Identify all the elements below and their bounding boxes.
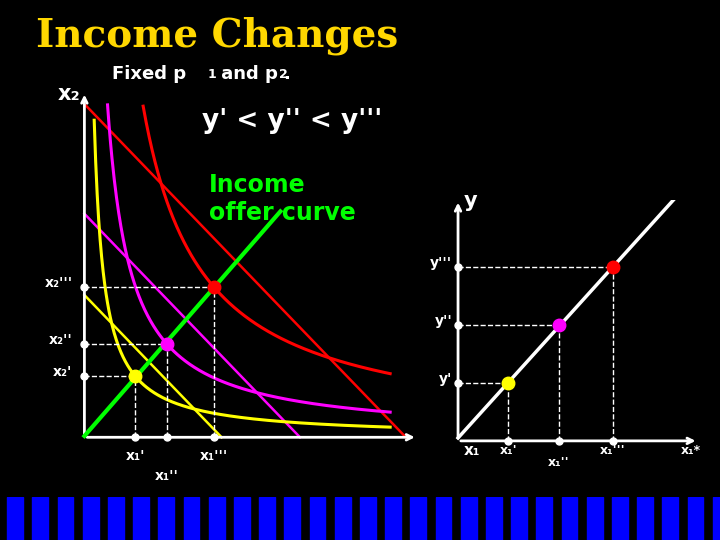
Text: x₁': x₁'	[125, 449, 145, 463]
Polygon shape	[562, 497, 577, 540]
Text: .: .	[283, 65, 290, 83]
Polygon shape	[511, 497, 527, 540]
Polygon shape	[335, 497, 351, 540]
Polygon shape	[662, 497, 678, 540]
Text: and p: and p	[215, 65, 277, 83]
Polygon shape	[587, 497, 603, 540]
Polygon shape	[234, 497, 250, 540]
Text: Income Changes: Income Changes	[36, 16, 398, 55]
Polygon shape	[486, 497, 502, 540]
Polygon shape	[58, 497, 73, 540]
Text: x₁: x₁	[464, 443, 480, 458]
Text: x₁'': x₁''	[548, 456, 570, 469]
Text: x₂'': x₂''	[49, 333, 73, 347]
Polygon shape	[133, 497, 149, 540]
Text: x₁'': x₁''	[155, 469, 179, 483]
Polygon shape	[536, 497, 552, 540]
Text: x₂: x₂	[58, 84, 80, 104]
Polygon shape	[32, 497, 48, 540]
Text: y: y	[464, 191, 477, 211]
Text: x₂''': x₂'''	[45, 276, 73, 290]
Text: x₁''': x₁'''	[199, 449, 228, 463]
Polygon shape	[385, 497, 401, 540]
Polygon shape	[713, 497, 720, 540]
Polygon shape	[83, 497, 99, 540]
Text: y'': y''	[434, 314, 452, 328]
Polygon shape	[360, 497, 376, 540]
Polygon shape	[209, 497, 225, 540]
Polygon shape	[310, 497, 325, 540]
Text: x₁*: x₁*	[680, 444, 701, 457]
Polygon shape	[158, 497, 174, 540]
Polygon shape	[436, 497, 451, 540]
Polygon shape	[461, 497, 477, 540]
Text: x₂': x₂'	[53, 366, 73, 379]
Text: Income
offer curve: Income offer curve	[209, 173, 356, 225]
Polygon shape	[637, 497, 653, 540]
Polygon shape	[612, 497, 628, 540]
Polygon shape	[184, 497, 199, 540]
Polygon shape	[7, 497, 23, 540]
Polygon shape	[410, 497, 426, 540]
Polygon shape	[284, 497, 300, 540]
Text: Fixed p: Fixed p	[112, 65, 186, 83]
Text: x₁''': x₁'''	[600, 444, 626, 457]
Polygon shape	[108, 497, 124, 540]
Polygon shape	[259, 497, 275, 540]
Text: y': y'	[439, 372, 452, 386]
Text: 2: 2	[279, 68, 287, 80]
Text: x₁': x₁'	[500, 444, 517, 457]
Text: y''': y'''	[430, 256, 452, 271]
Polygon shape	[688, 497, 703, 540]
Text: y' < y'' < y''': y' < y'' < y'''	[202, 108, 382, 134]
Text: 1: 1	[207, 68, 216, 80]
